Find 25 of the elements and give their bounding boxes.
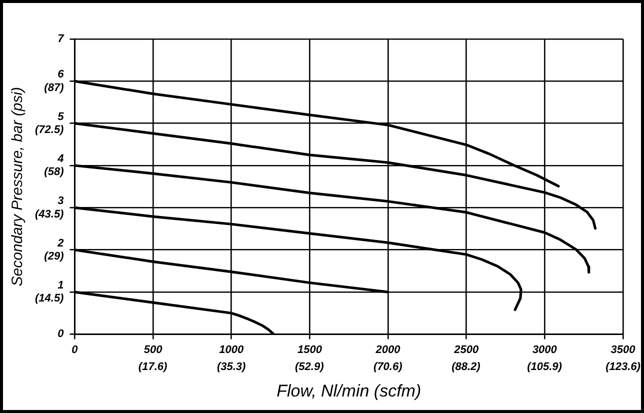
y-tick-label: 3 (43.5) (34, 195, 64, 220)
x2-tick-label: (70.6) (374, 361, 403, 374)
y-axis-title: Secondary Pressure, bar (psi) (9, 86, 26, 286)
y-tick-label: 6 (87) (44, 68, 65, 94)
y-tick-label: 0 (58, 328, 65, 340)
x-tick-label: 1500 (297, 344, 323, 356)
x2-tick-label: (17.6) (138, 361, 168, 374)
y-tick-label: 4 (58) (44, 152, 64, 178)
x-tick-label: 3000 (532, 344, 558, 356)
y-tick-label: 5 (72.5) (34, 110, 65, 136)
x-tick-label: 1000 (219, 344, 244, 356)
x-axis-title: Flow, Nl/min (scfm) (276, 382, 422, 401)
x-tick-label: 3500 (610, 344, 636, 356)
x-tick-label: 500 (144, 344, 164, 356)
x2-tick-label: (35.3) (216, 361, 246, 374)
x-tick-label: 0 (72, 344, 79, 356)
x2-tick-label: (52.9) (295, 361, 324, 374)
x2-tick-label: (105.9) (527, 361, 562, 374)
y-tick-label: 1 (14.5) (34, 279, 64, 305)
y-tick-label: 2 (29) (44, 237, 64, 262)
x-tick-label: 2500 (453, 344, 480, 356)
x2-tick-label: (88.2) (452, 361, 481, 374)
y-tick-label: 7 (58, 33, 65, 46)
x-tick-label: 2000 (374, 344, 402, 356)
x2-tick-label: (123.6) (606, 361, 641, 374)
